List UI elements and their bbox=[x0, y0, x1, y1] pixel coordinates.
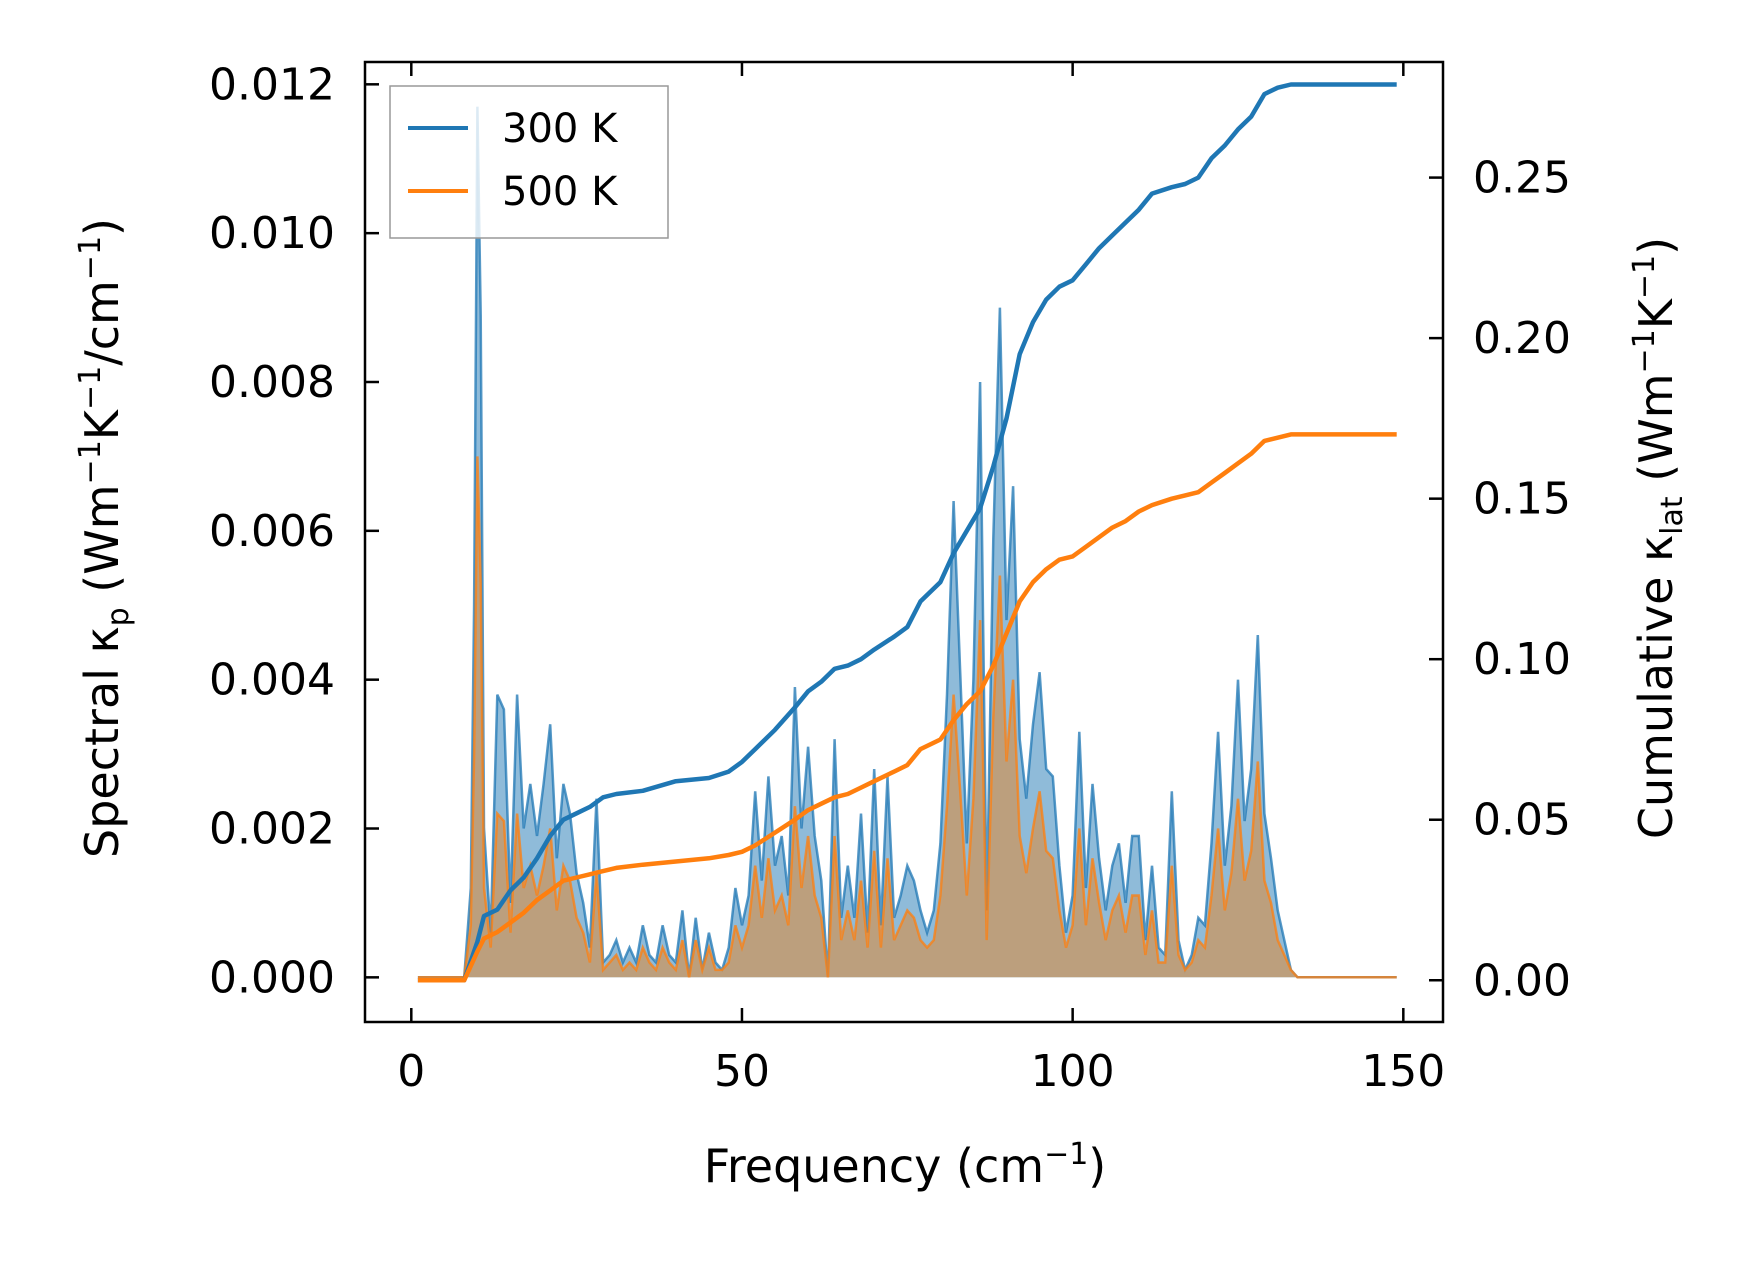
x-tick-label: 100 bbox=[1031, 1046, 1115, 1097]
x-axis-title-end: ) bbox=[1088, 1139, 1106, 1193]
ylabel-left-part: Spectral κ bbox=[75, 626, 129, 858]
legend-frame bbox=[389, 85, 669, 239]
legend-label-500k: 500 K bbox=[502, 169, 619, 215]
y-right-tick-label: 0.15 bbox=[1473, 474, 1571, 525]
x-tick-label: 150 bbox=[1361, 1046, 1445, 1097]
y-left-tick-label: 0.004 bbox=[209, 655, 335, 706]
spectral-line-300k bbox=[417, 106, 1397, 979]
spectral-area-500k bbox=[417, 456, 1397, 978]
ylabel-left-part: /cm bbox=[75, 280, 129, 366]
x-axis-title-sup: −1 bbox=[1044, 1137, 1088, 1172]
series-layer bbox=[417, 82, 1397, 983]
ylabel-left-part: p bbox=[101, 607, 136, 626]
ylabel-left-part: −1 bbox=[73, 440, 108, 484]
x-tick-label: 0 bbox=[397, 1046, 425, 1097]
y-right-tick-label: 0.25 bbox=[1473, 153, 1571, 204]
ylabel-right-part: (Wm bbox=[1629, 373, 1683, 496]
legend-label-300k: 300 K bbox=[502, 106, 619, 152]
y-axis-left-title: Spectral κp (Wm−1K−1/cm−1) bbox=[73, 218, 136, 858]
legend: 300 K 500 K bbox=[389, 85, 669, 239]
x-axis-title-main: Frequency (cm bbox=[704, 1139, 1044, 1193]
y-left-tick-label: 0.010 bbox=[209, 208, 335, 259]
x-axis-title: Frequency (cm−1) bbox=[704, 1137, 1107, 1193]
cumulative-line-300k bbox=[417, 82, 1397, 983]
ylabel-left-part: −1 bbox=[73, 236, 108, 280]
y-right-tick-label: 0.20 bbox=[1473, 313, 1571, 364]
ylabel-left-part: K bbox=[75, 408, 129, 440]
y-left-tick-label: 0.012 bbox=[209, 59, 335, 110]
x-tick-label: 50 bbox=[714, 1046, 770, 1097]
y-left-tick-label: 0.008 bbox=[209, 357, 335, 408]
y-right-tick-label: 0.10 bbox=[1473, 634, 1571, 685]
plot-frame bbox=[363, 60, 1445, 1024]
ylabel-right-part: K bbox=[1629, 297, 1683, 329]
axes-layer: 0 50 100 150 0.000 0.002 0.004 0.006 0.008 0.010 0… bbox=[209, 59, 1571, 1097]
ylabel-left-part: ) bbox=[75, 218, 129, 236]
y-right-tick-label: 0.00 bbox=[1473, 955, 1571, 1006]
ylabel-right-part: −1 bbox=[1627, 255, 1662, 299]
y-axis-right-title: Cumulative κlat (Wm−1K−1) bbox=[1627, 237, 1690, 839]
ylabel-right-part: −1 bbox=[1627, 329, 1662, 373]
y-left-tick-label: 0.002 bbox=[209, 804, 335, 855]
cumulative-line-500k bbox=[417, 432, 1397, 983]
ylabel-right-part: Cumulative κ bbox=[1629, 535, 1683, 839]
y-right-tick-label: 0.05 bbox=[1473, 795, 1571, 846]
ylabel-right-part: lat bbox=[1655, 496, 1690, 535]
plot-area bbox=[417, 82, 1397, 983]
spectral-line-500k bbox=[417, 456, 1397, 979]
y-left-tick-label: 0.000 bbox=[209, 952, 335, 1003]
ylabel-left-part: −1 bbox=[73, 366, 108, 410]
y-left-tick-label: 0.006 bbox=[209, 506, 335, 557]
ylabel-right-part: ) bbox=[1629, 237, 1683, 255]
ylabel-left-part: (Wm bbox=[75, 484, 129, 607]
